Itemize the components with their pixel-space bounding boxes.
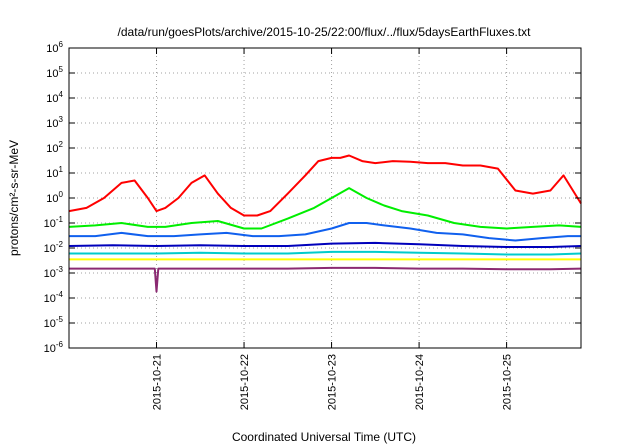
x-tick-label: 2015-10-23 [327, 354, 339, 410]
chart-title: /data/run/goesPlots/archive/2015-10-25/2… [118, 25, 532, 39]
y-tick-label: 10-6 [44, 340, 64, 355]
grid-lines [69, 48, 581, 348]
y-tick-label: 105 [46, 65, 63, 80]
y-tick-label: 10-5 [44, 315, 64, 330]
y-tick-label: 10-2 [44, 240, 64, 255]
x-axis-ticks: 2015-10-21 2015-10-22 2015-10-23 2015-10-24… [152, 48, 514, 410]
x-tick-label: 2015-10-22 [239, 354, 251, 410]
series-lines [68, 154, 582, 293]
y-tick-label: 10-4 [44, 290, 64, 305]
x-axis-label: Coordinated Universal Time (UTC) [232, 430, 416, 444]
y-tick-label: 10-3 [44, 265, 64, 280]
y-tick-label: 106 [46, 40, 63, 55]
y-axis-label: protons/cm²-s-sr-MeV [7, 140, 21, 256]
series-line-1 [68, 154, 582, 217]
x-tick-label: 2015-10-24 [414, 354, 426, 410]
y-tick-label: 101 [46, 165, 63, 180]
x-tick-label: 2015-10-21 [152, 354, 164, 410]
y-tick-label: 100 [46, 190, 63, 205]
series-line-4 [68, 241, 582, 248]
y-tick-label: 102 [46, 140, 63, 155]
series-line-3 [69, 222, 581, 242]
series-line-2 [68, 187, 582, 230]
series-line-7 [69, 266, 582, 293]
x-tick-label: 2015-10-25 [502, 354, 514, 410]
y-tick-label: 10-1 [44, 215, 64, 230]
y-tick-label: 104 [46, 90, 63, 105]
y-tick-label: 103 [46, 115, 63, 130]
y-axis-ticks: 10-6 10-5 10-4 10-3 10-2 10-1 100 101 102 103 104 1… [44, 40, 581, 355]
series-line-5 [69, 250, 582, 256]
